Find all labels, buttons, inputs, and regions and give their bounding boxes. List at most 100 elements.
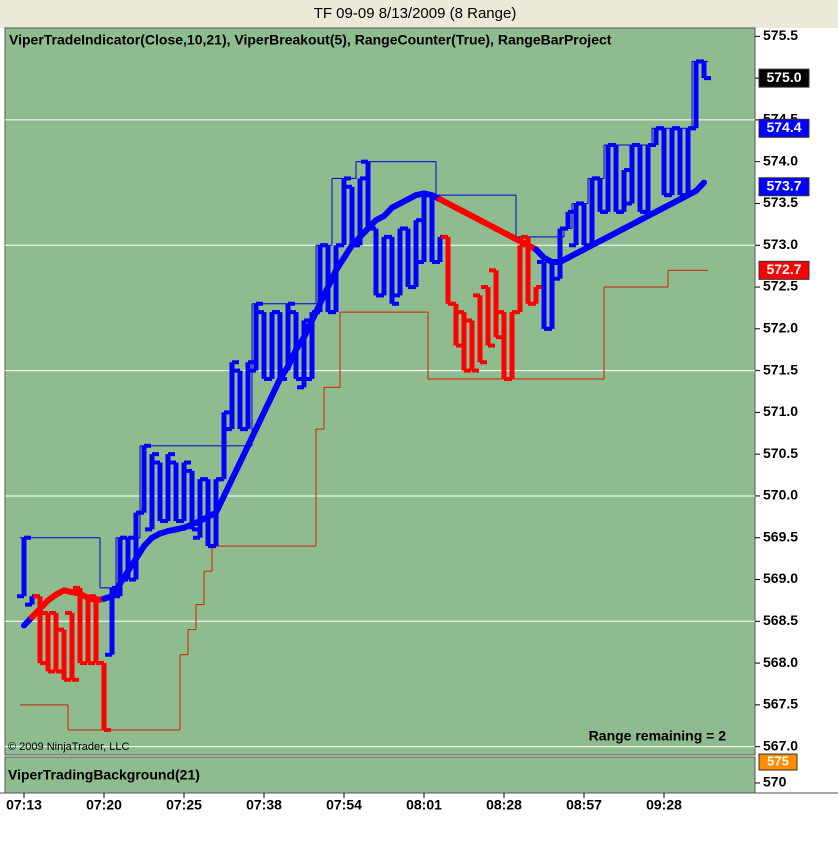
y-tick-label: 572.5 bbox=[763, 278, 798, 294]
range-bar bbox=[533, 287, 539, 304]
x-tick-label: 07:13 bbox=[6, 797, 42, 813]
range-bar bbox=[125, 537, 131, 580]
range-bar bbox=[357, 178, 363, 246]
range-bar bbox=[661, 128, 667, 196]
range-bar bbox=[685, 128, 691, 196]
indicator-title: ViperTradeIndicator(Close,10,21), ViperB… bbox=[9, 32, 612, 48]
range-bar bbox=[557, 228, 563, 279]
range-bar bbox=[29, 596, 35, 605]
range-bar bbox=[421, 195, 427, 262]
chart-title: TF 09-09 8/13/2009 (8 Range) bbox=[314, 5, 517, 22]
range-bar bbox=[333, 245, 339, 313]
range-bar bbox=[261, 312, 267, 379]
range-bar bbox=[37, 596, 43, 664]
range-bar bbox=[365, 161, 371, 229]
trend-line bbox=[213, 492, 227, 516]
range-bar bbox=[221, 412, 227, 480]
pane-marker-label: 575 bbox=[767, 753, 789, 768]
price-marker-label: 572.7 bbox=[766, 261, 801, 277]
range-bar bbox=[237, 370, 243, 430]
range-bar bbox=[325, 245, 331, 313]
range-bar bbox=[605, 144, 611, 212]
range-bar bbox=[389, 236, 395, 304]
trend-line bbox=[301, 317, 315, 341]
range-bar bbox=[469, 320, 475, 371]
range-bar bbox=[197, 479, 203, 538]
trend-line bbox=[693, 179, 707, 194]
y-tick-label: 567.0 bbox=[763, 737, 798, 753]
y-tick-label: 575.5 bbox=[763, 27, 798, 43]
trend-line bbox=[285, 346, 299, 370]
trend-line bbox=[269, 375, 283, 399]
title-bar bbox=[0, 0, 838, 28]
range-bar bbox=[565, 211, 571, 229]
price-marker bbox=[758, 177, 810, 197]
x-tick-label: 08:01 bbox=[406, 797, 442, 813]
range-bar bbox=[613, 144, 619, 212]
range-bar bbox=[549, 261, 555, 329]
range-bar bbox=[517, 245, 523, 313]
range-bar bbox=[245, 362, 251, 430]
range-bar bbox=[669, 128, 675, 196]
range-bar bbox=[109, 587, 115, 655]
y-tick-label: 569.0 bbox=[763, 570, 798, 586]
range-bar bbox=[501, 312, 507, 379]
range-bar bbox=[381, 236, 387, 296]
range-bar bbox=[581, 203, 587, 246]
pane-tick-label: 570 bbox=[763, 774, 787, 790]
range-bar bbox=[677, 128, 683, 196]
price-marker-label: 575.0 bbox=[766, 69, 801, 85]
range-bar bbox=[301, 320, 307, 388]
range-bar bbox=[253, 303, 259, 371]
range-bar bbox=[645, 144, 651, 212]
price-marker-label: 574.4 bbox=[766, 119, 801, 135]
x-tick-label: 07:20 bbox=[86, 797, 122, 813]
range-bar bbox=[173, 462, 179, 522]
range-bar bbox=[493, 270, 499, 338]
range-bar bbox=[373, 228, 379, 296]
range-bar bbox=[277, 312, 283, 379]
range-bar bbox=[437, 236, 443, 262]
chart-layer: 567.0 567.5 568.0 568.5 569.0 569.5 570.0 570.5… bbox=[5, 27, 810, 813]
y-tick-label: 574.0 bbox=[763, 152, 798, 168]
range-bar bbox=[285, 303, 291, 371]
trend-line bbox=[317, 284, 331, 307]
y-tick-label: 571.5 bbox=[763, 361, 798, 377]
trend-line bbox=[237, 442, 251, 466]
range-bar bbox=[629, 144, 635, 204]
range-bar bbox=[405, 228, 411, 288]
price-marker bbox=[758, 68, 810, 88]
range-bar bbox=[525, 236, 531, 304]
range-bar bbox=[461, 312, 467, 371]
price-marker bbox=[758, 260, 810, 280]
range-bar bbox=[349, 186, 355, 246]
pane-title: ViperTradingBackground(21) bbox=[8, 767, 200, 783]
trend-line bbox=[261, 392, 275, 416]
range-bar bbox=[53, 612, 59, 672]
range-bar bbox=[637, 144, 643, 212]
range-bar bbox=[133, 512, 139, 580]
range-bar bbox=[453, 303, 459, 346]
range-bar bbox=[69, 612, 75, 680]
range-bar bbox=[45, 612, 51, 672]
x-tick-label: 08:57 bbox=[566, 797, 602, 813]
range-bar bbox=[341, 178, 347, 246]
range-bar bbox=[413, 220, 419, 288]
range-bar bbox=[445, 236, 451, 304]
range-bar bbox=[477, 295, 483, 363]
price-marker-label: 573.7 bbox=[766, 177, 801, 193]
y-tick-label: 569.5 bbox=[763, 528, 798, 544]
range-bar bbox=[61, 629, 67, 680]
range-bar bbox=[429, 195, 435, 262]
trend-line bbox=[245, 426, 259, 449]
y-tick-label: 570.5 bbox=[763, 445, 798, 461]
y-tick-label: 570.0 bbox=[763, 487, 798, 503]
range-bar bbox=[21, 537, 27, 597]
trend-line bbox=[221, 476, 235, 499]
copyright: © 2009 NinjaTrader, LLC bbox=[8, 741, 129, 753]
range-bar bbox=[93, 596, 99, 664]
range-bar bbox=[205, 479, 211, 547]
x-tick-label: 07:25 bbox=[166, 797, 202, 813]
plot-area bbox=[4, 27, 756, 756]
range-bar bbox=[309, 312, 315, 379]
